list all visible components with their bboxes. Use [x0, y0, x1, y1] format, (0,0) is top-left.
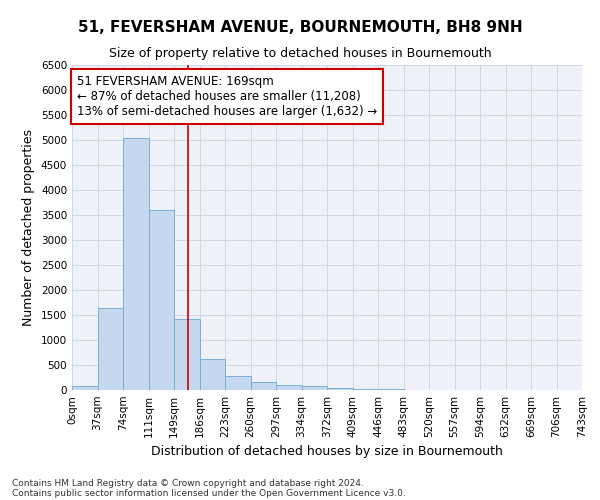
Bar: [251, 382, 276, 390]
Bar: [302, 386, 327, 390]
Bar: [97, 308, 123, 390]
Text: 51 FEVERSHAM AVENUE: 169sqm
← 87% of detached houses are smaller (11,208)
13% of: 51 FEVERSHAM AVENUE: 169sqm ← 87% of det…: [77, 74, 377, 118]
Bar: [276, 385, 302, 390]
Bar: [378, 389, 404, 390]
Y-axis label: Number of detached properties: Number of detached properties: [22, 129, 35, 326]
Bar: [174, 319, 199, 390]
X-axis label: Distribution of detached houses by size in Bournemouth: Distribution of detached houses by size …: [151, 446, 503, 458]
Text: Contains HM Land Registry data © Crown copyright and database right 2024.: Contains HM Land Registry data © Crown c…: [12, 478, 364, 488]
Bar: [353, 388, 378, 390]
Bar: [225, 376, 251, 390]
Bar: [149, 210, 174, 390]
Bar: [123, 138, 149, 390]
Text: Size of property relative to detached houses in Bournemouth: Size of property relative to detached ho…: [109, 48, 491, 60]
Text: 51, FEVERSHAM AVENUE, BOURNEMOUTH, BH8 9NH: 51, FEVERSHAM AVENUE, BOURNEMOUTH, BH8 9…: [77, 20, 523, 35]
Bar: [199, 359, 225, 390]
Text: Contains public sector information licensed under the Open Government Licence v3: Contains public sector information licen…: [12, 488, 406, 498]
Bar: [327, 388, 353, 390]
Bar: [72, 386, 97, 390]
